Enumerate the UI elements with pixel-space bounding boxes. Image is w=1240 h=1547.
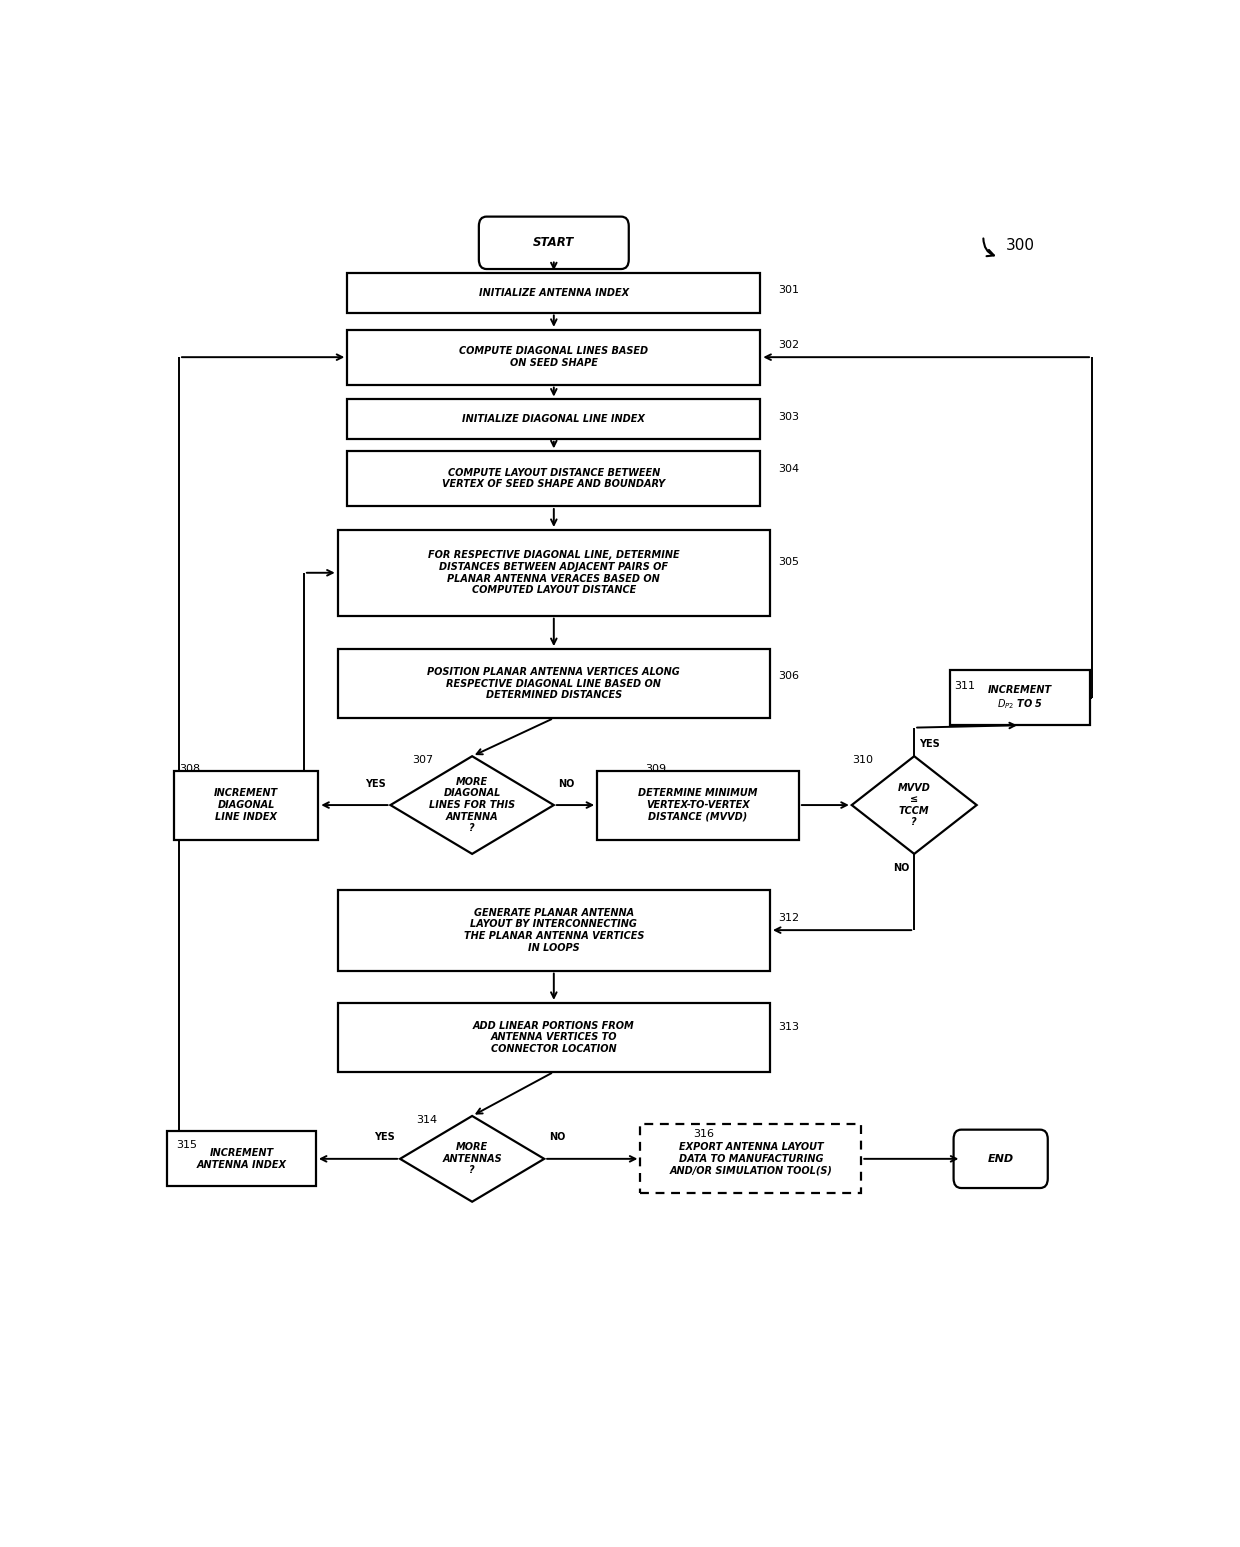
Text: 304: 304	[777, 464, 799, 473]
Text: END: END	[987, 1154, 1014, 1163]
Text: 316: 316	[693, 1129, 714, 1139]
Text: 301: 301	[777, 286, 799, 295]
FancyBboxPatch shape	[337, 531, 770, 616]
FancyBboxPatch shape	[337, 650, 770, 718]
Text: 305: 305	[777, 557, 799, 568]
Text: MORE
DIAGONAL
LINES FOR THIS
ANTENNA
?: MORE DIAGONAL LINES FOR THIS ANTENNA ?	[429, 777, 515, 834]
FancyBboxPatch shape	[347, 399, 760, 439]
Text: 307: 307	[413, 755, 434, 764]
Text: NO: NO	[549, 1132, 565, 1142]
FancyBboxPatch shape	[337, 1002, 770, 1072]
Text: INCREMENT
ANTENNA INDEX: INCREMENT ANTENNA INDEX	[196, 1148, 286, 1170]
FancyBboxPatch shape	[479, 217, 629, 269]
Text: 302: 302	[777, 340, 799, 350]
Text: FOR RESPECTIVE DIAGONAL LINE, DETERMINE
DISTANCES BETWEEN ADJACENT PAIRS OF
PLAN: FOR RESPECTIVE DIAGONAL LINE, DETERMINE …	[428, 551, 680, 596]
Text: YES: YES	[365, 778, 386, 789]
Text: INCREMENT
DIAGONAL
LINE INDEX: INCREMENT DIAGONAL LINE INDEX	[215, 789, 278, 821]
FancyArrowPatch shape	[983, 238, 994, 257]
Text: COMPUTE LAYOUT DISTANCE BETWEEN
VERTEX OF SEED SHAPE AND BOUNDARY: COMPUTE LAYOUT DISTANCE BETWEEN VERTEX O…	[443, 467, 666, 489]
FancyBboxPatch shape	[640, 1125, 862, 1193]
FancyBboxPatch shape	[596, 770, 799, 840]
Text: 312: 312	[777, 913, 799, 924]
FancyBboxPatch shape	[347, 452, 760, 506]
Text: START: START	[533, 237, 574, 249]
Text: NO: NO	[893, 863, 909, 873]
Text: INITIALIZE ANTENNA INDEX: INITIALIZE ANTENNA INDEX	[479, 288, 629, 299]
FancyBboxPatch shape	[347, 274, 760, 312]
Text: YES: YES	[919, 739, 940, 749]
Text: COMPUTE DIAGONAL LINES BASED
ON SEED SHAPE: COMPUTE DIAGONAL LINES BASED ON SEED SHA…	[459, 347, 649, 368]
Text: MVVD
≤
TCCM
?: MVVD ≤ TCCM ?	[898, 783, 931, 828]
Text: 308: 308	[179, 764, 200, 775]
Polygon shape	[852, 756, 977, 854]
Text: EXPORT ANTENNA LAYOUT
DATA TO MANUFACTURING
AND/OR SIMULATION TOOL(S): EXPORT ANTENNA LAYOUT DATA TO MANUFACTUR…	[670, 1142, 832, 1176]
FancyBboxPatch shape	[337, 890, 770, 970]
Text: YES: YES	[374, 1132, 396, 1142]
Text: GENERATE PLANAR ANTENNA
LAYOUT BY INTERCONNECTING
THE PLANAR ANTENNA VERTICES
IN: GENERATE PLANAR ANTENNA LAYOUT BY INTERC…	[464, 908, 644, 953]
Text: 306: 306	[777, 671, 799, 681]
FancyBboxPatch shape	[954, 1129, 1048, 1188]
Text: INITIALIZE DIAGONAL LINE INDEX: INITIALIZE DIAGONAL LINE INDEX	[463, 415, 645, 424]
Text: 314: 314	[417, 1114, 438, 1125]
Text: INCREMENT
$D_{P2}$ TO 5: INCREMENT $D_{P2}$ TO 5	[988, 685, 1052, 710]
Text: 315: 315	[176, 1140, 197, 1149]
FancyBboxPatch shape	[347, 330, 760, 385]
Text: DETERMINE MINIMUM
VERTEX-TO-VERTEX
DISTANCE (MVVD): DETERMINE MINIMUM VERTEX-TO-VERTEX DISTA…	[639, 789, 758, 821]
Text: 303: 303	[777, 412, 799, 422]
FancyBboxPatch shape	[167, 1131, 316, 1187]
Text: POSITION PLANAR ANTENNA VERTICES ALONG
RESPECTIVE DIAGONAL LINE BASED ON
DETERMI: POSITION PLANAR ANTENNA VERTICES ALONG R…	[428, 667, 681, 701]
Text: 310: 310	[853, 755, 874, 764]
FancyBboxPatch shape	[174, 770, 319, 840]
Polygon shape	[391, 756, 554, 854]
FancyBboxPatch shape	[950, 670, 1090, 726]
Text: 313: 313	[777, 1021, 799, 1032]
Text: ADD LINEAR PORTIONS FROM
ANTENNA VERTICES TO
CONNECTOR LOCATION: ADD LINEAR PORTIONS FROM ANTENNA VERTICE…	[472, 1021, 635, 1054]
Polygon shape	[401, 1115, 544, 1202]
Text: MORE
ANTENNAS
?: MORE ANTENNAS ?	[443, 1142, 502, 1176]
Text: NO: NO	[559, 778, 575, 789]
Text: 309: 309	[645, 764, 666, 775]
Text: 300: 300	[1006, 238, 1034, 252]
Text: 311: 311	[955, 681, 976, 692]
